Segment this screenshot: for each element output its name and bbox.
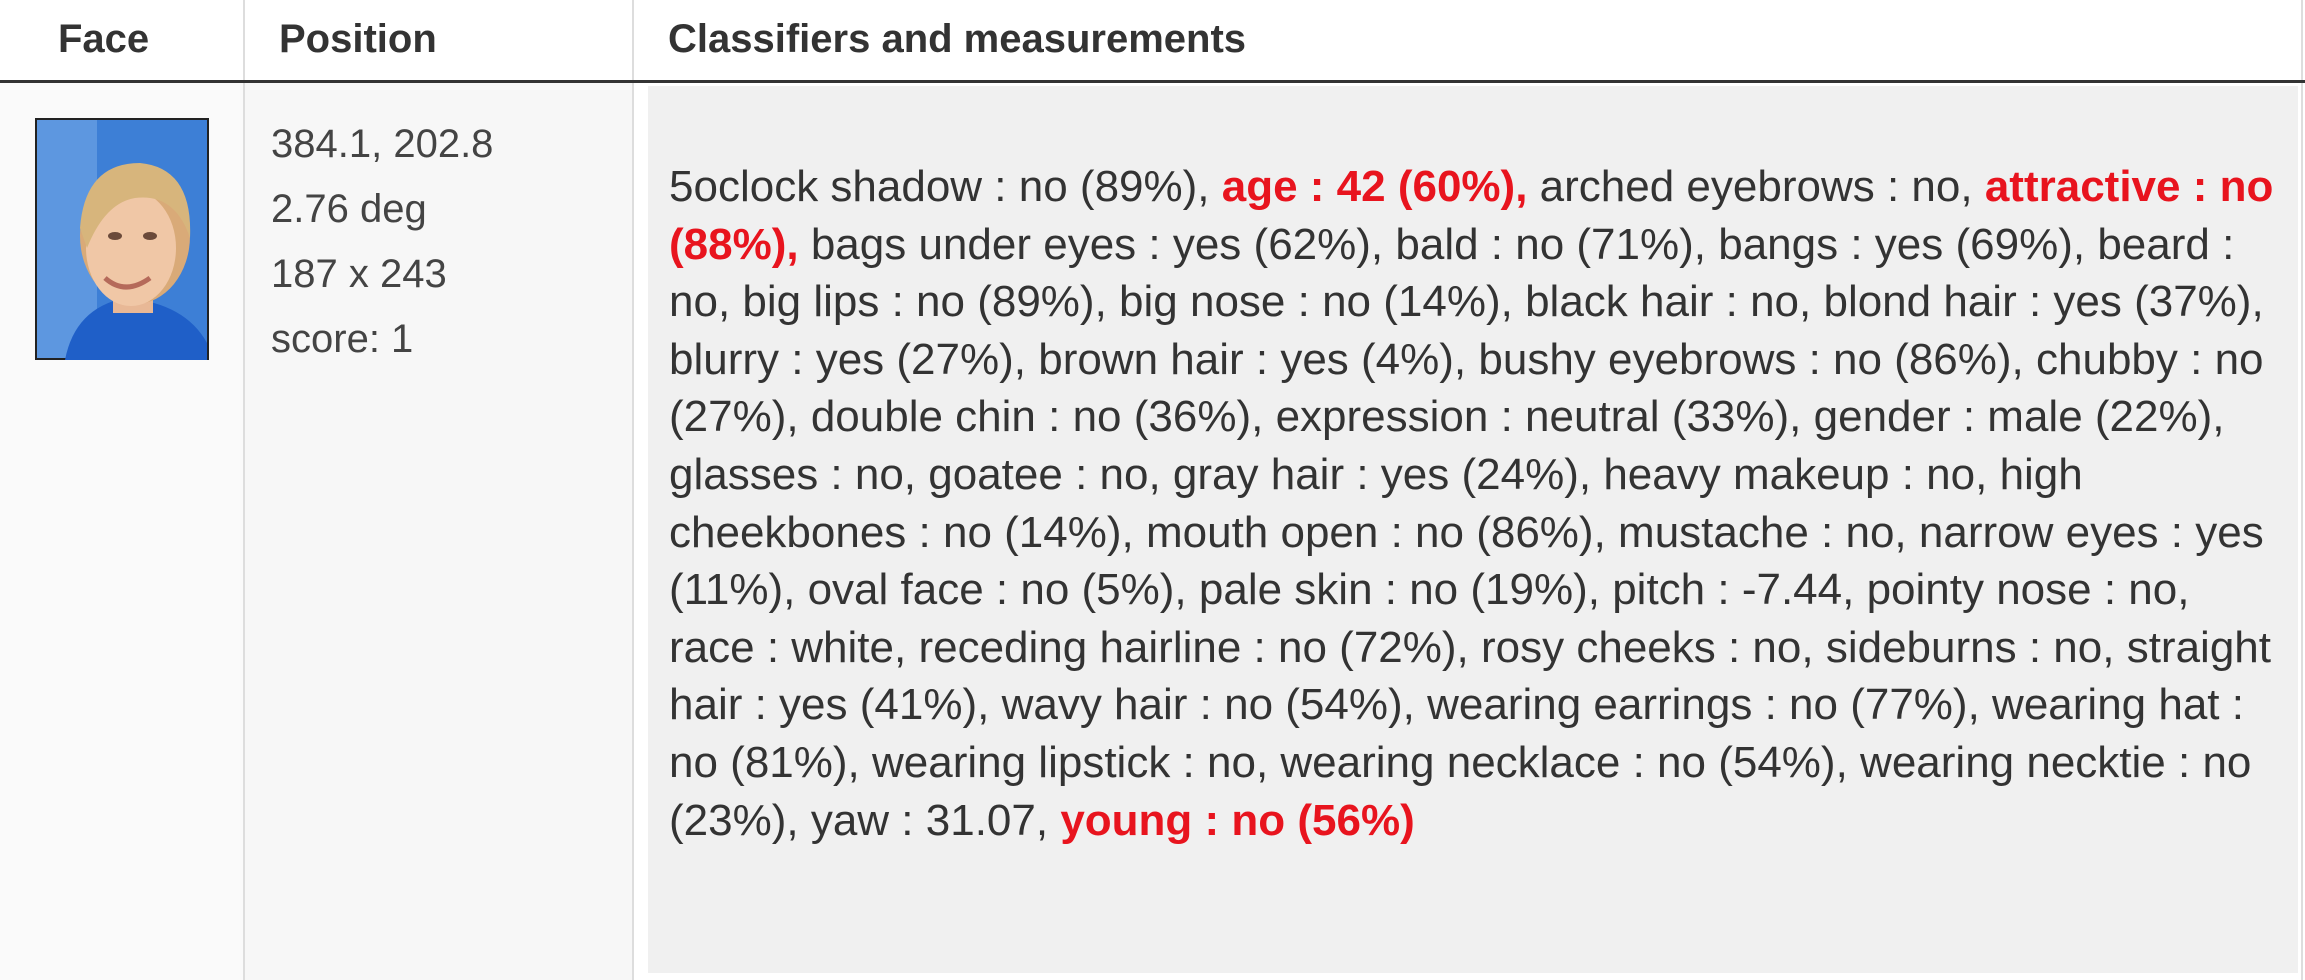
- classifier: expression : neutral (33%),: [1275, 392, 1802, 442]
- classifier: bags under eyes : yes (62%),: [810, 219, 1384, 269]
- classifier: gray hair : yes (24%),: [1172, 449, 1592, 499]
- classifier: black hair : no,: [1525, 277, 1812, 327]
- face-thumbnail: [35, 118, 209, 360]
- classifier-highlight: young : no (56%): [1060, 795, 1415, 845]
- position-line: 2.76 deg: [271, 187, 427, 231]
- classifier: arched eyebrows : no,: [1539, 162, 1973, 211]
- classifier: wearing lipstick : no,: [872, 737, 1269, 787]
- classifier: receding hairline : no (72%),: [918, 622, 1469, 672]
- classifier: big lips : no (89%),: [742, 277, 1107, 327]
- header-classifiers: Classifiers and measurements: [668, 17, 1247, 61]
- classifier: narrow eyes : yes (11%),: [669, 507, 2264, 615]
- classifier-highlight: age : 42 (60%),: [1221, 162, 1528, 211]
- position-cell: [245, 83, 632, 980]
- classifier: yaw : 31.07,: [810, 795, 1049, 845]
- classifier: pitch : -7.44,: [1612, 565, 1855, 615]
- classifier: bangs : yes (69%),: [1718, 219, 2086, 269]
- position-line: 187 x 243: [271, 252, 447, 296]
- classifier: oval face : no (5%),: [807, 565, 1187, 615]
- classifier: high cheekbones : no (14%),: [669, 449, 2083, 557]
- classifier: wearing necklace : no (54%),: [1280, 737, 1848, 787]
- classifier: blurry : yes (27%),: [669, 334, 1026, 384]
- classifier: brown hair : yes (4%),: [1038, 334, 1467, 384]
- header-rule: [0, 80, 2305, 83]
- classifier: bushy eyebrows : no (86%),: [1478, 334, 2024, 384]
- classifier: big nose : no (14%),: [1119, 277, 1513, 327]
- classifier: wavy hair : no (54%),: [1001, 680, 1415, 730]
- classifier: mouth open : no (86%),: [1145, 507, 1606, 557]
- classifier: pointy nose : no,: [1866, 565, 2190, 615]
- classifier: straight hair : yes (41%),: [669, 622, 2271, 730]
- classifier: heavy makeup : no,: [1603, 449, 1988, 499]
- position-line: score: 1: [271, 317, 414, 361]
- classifier: 5oclock shadow : no (89%),: [669, 162, 1210, 211]
- classifier: wearing necktie : no (23%),: [669, 737, 2252, 845]
- classifier: bald : no (71%),: [1395, 219, 1706, 269]
- classifiers-cell: [648, 86, 2298, 973]
- classifier: sideburns : no,: [1825, 622, 2115, 672]
- classifier: chubby : no (27%),: [669, 334, 2264, 442]
- column-divider: [243, 0, 245, 980]
- classifier: wearing hat : no (81%),: [669, 680, 2244, 787]
- classifier: gender : male (22%),: [1813, 392, 2225, 442]
- column-divider: [632, 0, 634, 980]
- classifier: race : white,: [669, 622, 907, 672]
- classifier-highlight: attractive : no (88%),: [669, 162, 2274, 269]
- classifiers-text: 5oclock shadow : no (89%), age : 42 (60%…: [669, 158, 2279, 849]
- classifier: blond hair : yes (37%),: [1823, 277, 2264, 327]
- position-info: 384.1, 202.8 2.76 deg 187 x 243 score: 1: [271, 112, 493, 372]
- position-line: 384.1, 202.8: [271, 122, 494, 166]
- header-face: Face: [58, 17, 150, 61]
- classifier: wearing earrings : no (77%),: [1427, 680, 1980, 730]
- classifier: pale skin : no (19%),: [1198, 565, 1600, 615]
- classifier: goatee : no,: [928, 449, 1161, 499]
- classifier: double chin : no (36%),: [810, 392, 1264, 442]
- classifier: beard : no,: [669, 219, 2235, 327]
- classifier: mustache : no,: [1618, 507, 1907, 557]
- classifier: glasses : no,: [669, 449, 917, 499]
- header-position: Position: [279, 17, 437, 61]
- classifier: rosy cheeks : no,: [1481, 622, 1814, 672]
- column-divider: [2301, 0, 2303, 980]
